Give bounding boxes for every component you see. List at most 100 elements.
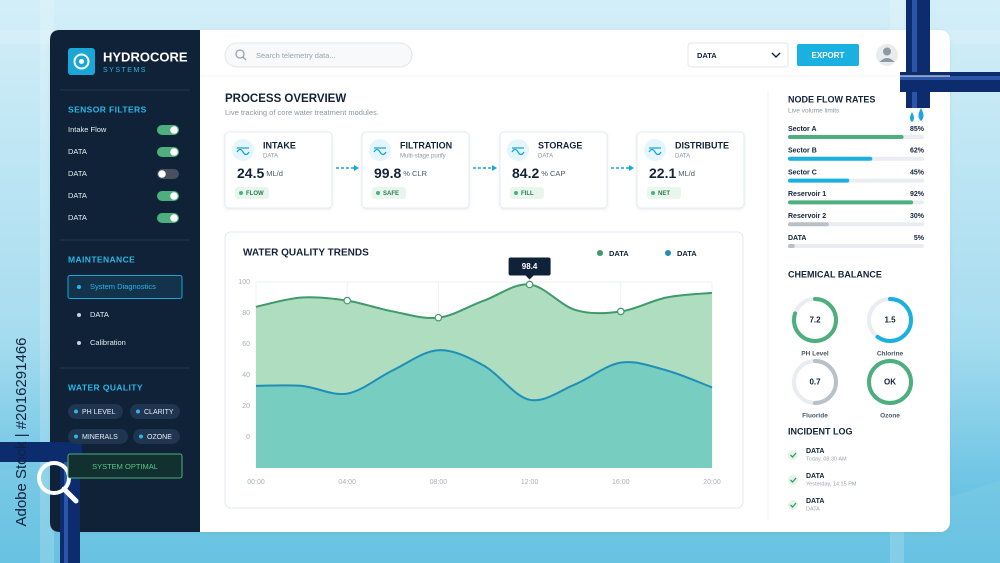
maintenance: MAINTENANCE System Diagnostics DATA Calibra… xyxy=(67,254,183,347)
toggle[interactable] xyxy=(157,125,179,135)
step-reading: 24.5 ML/d xyxy=(237,165,283,181)
y-tick-label: 60 xyxy=(242,341,250,348)
step-icon-glyph xyxy=(648,147,662,156)
magnifier-handle xyxy=(61,486,79,504)
legend-item[interactable]: DATA xyxy=(597,249,629,258)
chemical-balance: 7.2 PH Level 1.5 Chlorine 0.7 Fluoride OK Ozone xyxy=(792,297,913,420)
search-field[interactable] xyxy=(224,42,413,68)
flow-value-label: 45% xyxy=(910,169,925,176)
step-value: 22.1 xyxy=(649,165,676,181)
line xyxy=(255,349,713,402)
menu-item[interactable]: DATA xyxy=(77,310,109,319)
menu-dot xyxy=(77,313,81,317)
toggle-knob[interactable] xyxy=(170,148,178,156)
watermark: Adobe Stock | #2016291466 xyxy=(13,337,30,526)
check-mark xyxy=(790,502,797,508)
toggle[interactable] xyxy=(157,191,179,201)
y-tick-label: 20 xyxy=(242,403,250,410)
toggle-knob[interactable] xyxy=(170,192,178,200)
flow-bar xyxy=(788,200,914,205)
tag-label: OZONE xyxy=(147,434,172,441)
tag[interactable]: PH LEVEL xyxy=(68,404,123,419)
y-tick-label: 0 xyxy=(246,434,250,441)
process-card: INTAKE DATA 24.5 ML/d FLOW xyxy=(224,131,333,209)
x-tick-label: 12:00 xyxy=(521,479,539,486)
tag[interactable]: OZONE xyxy=(133,429,180,444)
step-tag-pill xyxy=(372,187,406,199)
sensor-filters: SENSOR FILTERS Intake Flow DATA DATA DATA DAT… xyxy=(68,104,179,223)
pipe xyxy=(900,72,1000,92)
step-tag-pill xyxy=(647,187,681,199)
legend-swatch xyxy=(665,250,671,256)
flow-label: DATA xyxy=(788,235,806,242)
toggle[interactable] xyxy=(157,147,179,157)
x-tick-label: 04:00 xyxy=(338,479,356,486)
status-label: SYSTEM OPTIMAL xyxy=(92,462,158,471)
step-tag-dot xyxy=(651,191,655,195)
tag-dot xyxy=(139,434,143,439)
step-value: 24.5 xyxy=(237,165,264,181)
legend-item[interactable]: DATA xyxy=(665,249,697,258)
toggle[interactable] xyxy=(157,213,179,223)
flow-bar xyxy=(788,222,829,227)
section-title: CHEMICAL BALANCE xyxy=(788,269,882,279)
line xyxy=(255,283,713,320)
step-reading: 22.1 ML/d xyxy=(649,165,695,181)
step-value: 99.8 xyxy=(374,165,401,181)
section-title: MAINTENANCE xyxy=(68,254,135,264)
brand-name: HYDROCORE xyxy=(103,49,188,64)
toggle-knob[interactable] xyxy=(158,170,166,178)
flow-label: Sector B xyxy=(788,148,817,155)
step-icon xyxy=(369,139,391,161)
toggle[interactable] xyxy=(157,169,179,179)
tag-pill[interactable] xyxy=(68,429,128,444)
flow-bar xyxy=(788,135,904,139)
search-box[interactable]: Search telemetry data... xyxy=(224,42,413,68)
step-reading: 99.8% CLR xyxy=(374,165,428,181)
dropdown[interactable]: DATA xyxy=(687,42,789,68)
tag[interactable]: MINERALS xyxy=(68,429,128,444)
step-detail: DATA xyxy=(675,154,690,160)
flow-label: Reservoir 1 xyxy=(788,191,826,198)
tag-pill[interactable] xyxy=(68,404,123,419)
menu-item-active[interactable] xyxy=(67,275,183,299)
avatar[interactable] xyxy=(876,44,898,66)
chart-title: WATER QUALITY TRENDS xyxy=(243,248,369,259)
step-detail: DATA xyxy=(263,154,278,160)
search-placeholder: Search telemetry data... xyxy=(256,51,336,60)
tag[interactable]: CLARITY xyxy=(130,404,180,419)
step-tag-dot xyxy=(376,191,380,195)
dropdown-box[interactable] xyxy=(687,42,789,68)
gauge-label: Ozone xyxy=(880,413,900,420)
toggle-knob[interactable] xyxy=(170,214,178,222)
section-subtitle: Live volume limits xyxy=(788,108,840,115)
x-tick-label: 08:00 xyxy=(430,479,448,486)
x-tick-label: 16:00 xyxy=(612,479,630,486)
check-mark xyxy=(790,452,797,458)
export-button-bg[interactable] xyxy=(797,44,859,66)
menu-item[interactable]: System Diagnostics xyxy=(67,275,183,299)
export-button[interactable]: EXPORT xyxy=(797,44,859,66)
y-tick-label: 100 xyxy=(238,279,250,286)
step-tag: FILL xyxy=(521,191,534,197)
gauge-arc xyxy=(792,359,838,405)
point-marker xyxy=(525,280,534,289)
logo-dot xyxy=(79,59,84,64)
avatar-body xyxy=(879,58,895,62)
section-title: WATER QUALITY xyxy=(68,382,143,392)
step-name: DISTRIBUTE xyxy=(675,140,729,150)
incident-time: Today, 08:30 AM xyxy=(806,456,847,462)
tag-pill[interactable] xyxy=(130,404,180,419)
flow-label: Reservoir 2 xyxy=(788,213,826,220)
tag-label: MINERALS xyxy=(82,434,118,441)
menu-item[interactable]: Calibration xyxy=(77,338,126,347)
x-tick-label: 20:00 xyxy=(703,479,721,486)
step-icon xyxy=(232,139,254,161)
tag-pill[interactable] xyxy=(133,429,180,444)
toggle-knob[interactable] xyxy=(170,126,178,134)
